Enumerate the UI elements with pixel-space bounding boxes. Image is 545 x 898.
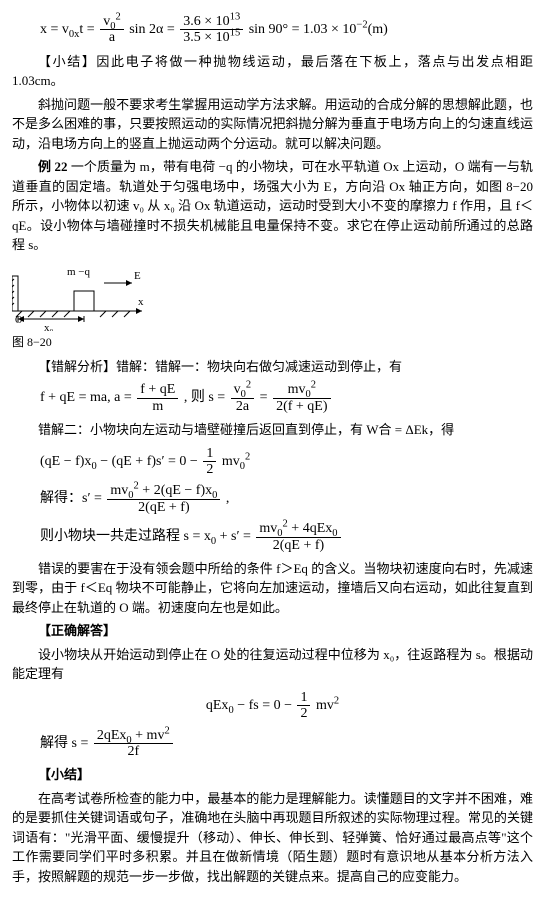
equation-total-path: 则小物块一共走过路程 s = x0 + s′ = mv02 + 4qEx0 2(…: [40, 521, 533, 553]
summary-head: 【小结】: [12, 765, 533, 785]
equation-err2a: (qE − f)x0 − (qE + f)s′ = 0 − 12 mv02: [40, 446, 533, 478]
correct-setup: 设小物块从开始运动到停止在 O 处的往复运动过程中位移为 x₀，往返路程为 s。…: [12, 645, 533, 684]
error-explanation: 错误的要害在于没有领会题中所给的条件 f＞Eq 的含义。当物块初速度向右时，先减…: [12, 559, 533, 618]
equation-err1: f + qE = ma, a = f + qEm , 则 s = v02 2a …: [40, 382, 533, 414]
equation-x-range: x = v0xt = v02 a sin 2α = 3.6 × 1013 3.5…: [40, 14, 533, 46]
equation-energy: qEx0 − fs = 0 − 12 mv2: [12, 690, 533, 722]
summary-text: 在高考试卷所检查的能力中，最基本的能力是理解能力。读懂题目的文字并不困难，难的是…: [12, 789, 533, 887]
equation-err2b: 解得：s′ = mv02 + 2(qE − f)x0 2(qE + f) ,: [40, 483, 533, 515]
summary-1: 【小结】因此电子将做一种抛物线运动，最后落在下板上，落点与出发点相距 1.03c…: [12, 52, 533, 91]
fig-label-x: x: [138, 296, 144, 308]
error-analysis-1: 【错解分析】错解：错解一：物块向右做匀减速运动到停止，有: [12, 357, 533, 377]
fig-label-e: E: [134, 270, 141, 282]
example-22: 例 22 一个质量为 m，带有电荷 −q 的小物块，可在水平轨道 Ox 上运动，…: [12, 157, 533, 255]
equation-solution-s: 解得 s = 2qEx0 + mv2 2f: [40, 728, 533, 760]
fig-label-x0: x₀: [44, 322, 54, 331]
correct-answer-head: 【正确解答】: [12, 621, 533, 641]
error-analysis-2: 错解二：小物块向左运动与墙壁碰撞后返回直到停止，有 W合 = ΔEk，得: [12, 420, 533, 440]
fig-label-o: O: [15, 315, 22, 326]
figure-caption: 图 8−20: [12, 333, 533, 351]
fig-label-mq: m −q: [67, 266, 91, 278]
example-22-label: 例 22: [38, 159, 67, 174]
para-oblique-throw: 斜抛问题一般不要求考生掌握用运动学方法求解。用运动的合成分解的思想解此题，也不是…: [12, 95, 533, 154]
figure-8-20: m −q E x x₀ O 图 8−20: [12, 261, 533, 351]
